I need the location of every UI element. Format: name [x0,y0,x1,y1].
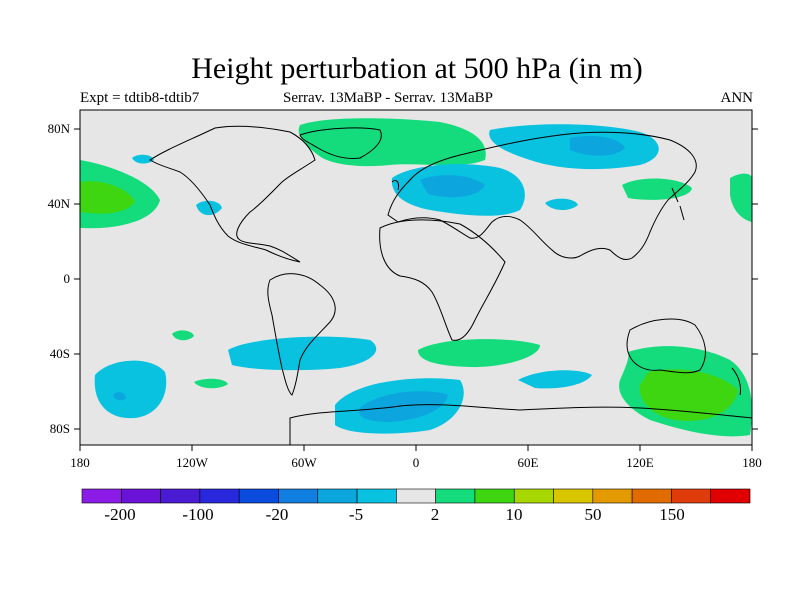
colorbar-swatch [81,488,122,504]
colorbar-swatch [238,488,279,504]
colorbar-swatch [120,488,161,504]
anomaly-europe-core [420,175,485,198]
coast-eurasia [387,131,697,261]
colorbar-swatch [317,488,358,504]
lon-tick-180e: 180 [742,455,762,470]
colorbar [81,488,751,504]
colorbar-swatch [356,488,397,504]
anomaly-southpac-blue [94,360,167,419]
anomaly-siberia-core [570,136,625,156]
lon-tick-120e: 120E [626,455,654,470]
anomaly-small-green-1 [172,330,194,341]
colorbar-swatch [278,488,319,504]
lat-tick-80n: 80N [47,121,70,136]
coast-antarctica [289,404,752,445]
anomaly-indian-blue [518,370,592,389]
anomaly-southatl-green [418,339,540,368]
coast-nz [731,367,741,396]
coastlines [149,125,752,445]
anomaly-aus-core [639,369,738,421]
anomaly-southatl-core [359,391,448,422]
lon-tick-120w: 120W [176,455,208,470]
lon-tick-marks [79,445,753,451]
anomaly-small-blue-2 [196,200,222,216]
coast-south-america [267,273,336,396]
colorbar-swatch [710,488,751,504]
colorbar-label-150: 150 [659,505,685,524]
colorbar-label-minus-100: -100 [182,505,214,524]
colorbar-label-2: 2 [430,505,440,524]
colorbar-label-minus-20: -20 [265,505,289,524]
lat-tick-40s: 40S [49,346,70,361]
colorbar-swatch [671,488,712,504]
lon-tick-60w: 60W [291,455,317,470]
coast-africa [379,219,506,341]
coast-uk [391,179,399,191]
colorbar-swatch [474,488,515,504]
lon-tick-0: 0 [412,455,420,470]
anomaly-arctic-green [298,118,486,167]
anomaly-pacific-north-core [80,181,135,214]
negative-anomalies [94,124,659,434]
anomaly-small-blue-3 [545,198,578,211]
coast-japan [671,187,685,221]
period-label: Serrav. 13MaBP - Serrav. 13MaBP [283,90,493,106]
lon-tick-180w: 180 [70,455,90,470]
colorbar-swatch [631,488,672,504]
experiment-label: Expt = tdtib8-tdtib7 [80,90,200,106]
colorbar-swatch [513,488,554,504]
colorbar-label-10: 10 [505,505,523,524]
colorbar-label-minus-5: -5 [348,505,364,524]
coast-greenland [299,127,382,159]
anomaly-southpac-core [113,392,126,401]
colorbar-swatch [199,488,240,504]
lat-tick-marks [74,128,758,430]
positive-anomalies [80,118,752,437]
colorbar-swatch [553,488,594,504]
anomaly-small-green-2 [194,378,228,389]
anomaly-eastpac-green [730,173,752,222]
colorbar-swatch [592,488,633,504]
lon-tick-60e: 60E [517,455,539,470]
anomaly-chile-blue [228,336,377,371]
colorbar-label-minus-200: -200 [104,505,136,524]
map-panel [80,110,752,445]
colorbar-label-50: 50 [584,505,602,524]
anomaly-small-blue-1 [132,154,154,164]
colorbar-swatch [435,488,476,504]
lat-tick-80s: 80S [49,421,70,436]
plot-title: Height perturbation at 500 hPa (in m) [191,52,643,85]
colorbar-swatch [396,488,436,504]
season-label: ANN [720,90,754,106]
colorbar-swatch [160,488,201,504]
coast-north-america [149,125,316,263]
lat-tick-40n: 40N [47,196,70,211]
lat-tick-0: 0 [63,271,71,286]
coast-australia [626,318,706,374]
